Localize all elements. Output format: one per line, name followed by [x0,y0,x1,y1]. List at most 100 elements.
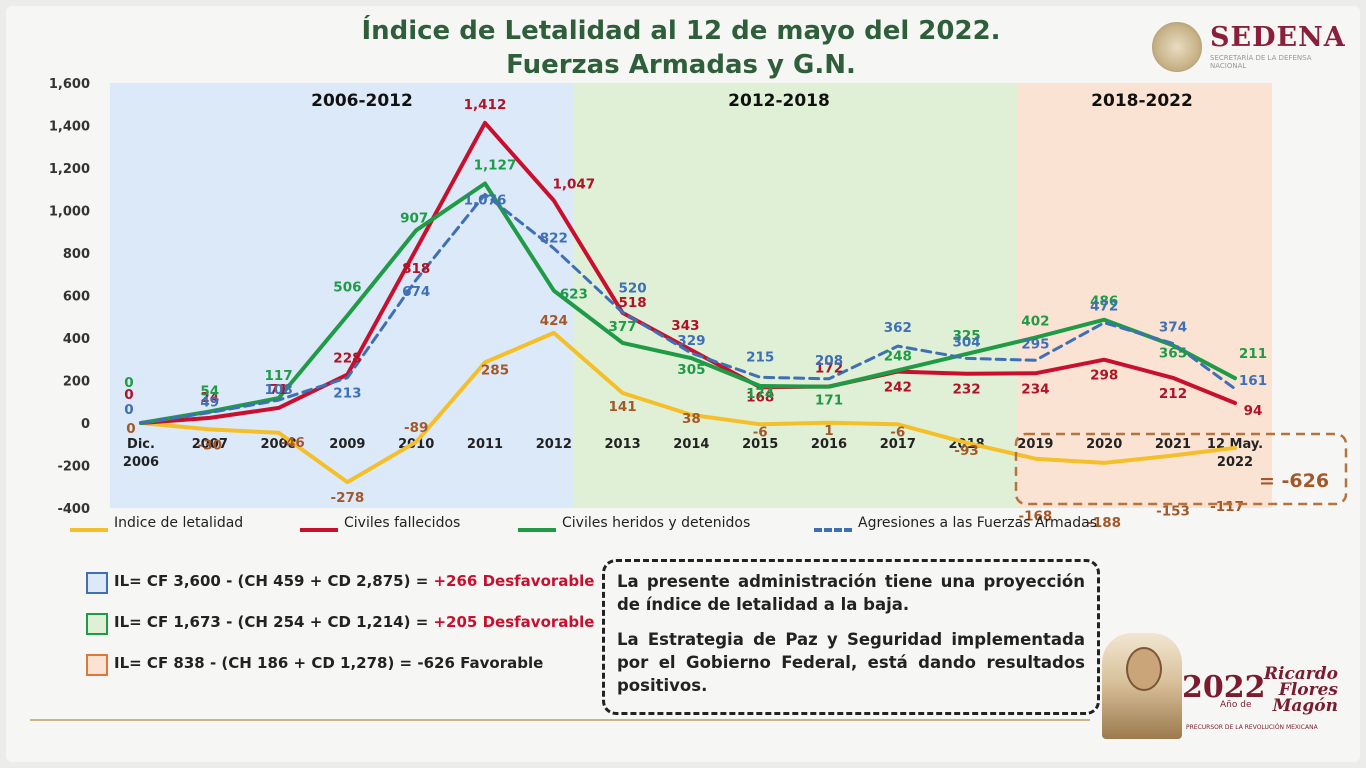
x-tick-label: Dic. [127,437,155,452]
data-label: 365 [1159,345,1187,361]
data-label: 506 [333,279,361,295]
title-line-2: Fuerzas Armadas y G.N. [506,50,856,80]
data-label: 211 [1239,346,1267,362]
emblem-year: 2022 [1182,670,1266,705]
data-label: 0 [124,402,133,418]
x-tick-label: 2012 [536,437,572,452]
data-label: 242 [884,380,912,396]
legend-label: Agresiones a las Fuerzas Armadas [858,515,1098,531]
period-band-0 [110,83,573,508]
sedena-wordmark: SEDENA [1210,22,1346,53]
data-label: 161 [1239,373,1267,389]
data-label: 117 [265,368,293,384]
emblem-anio-de: Año de [1220,700,1252,710]
x-tick-label: 2016 [811,437,847,452]
chart-title: Índice de Letalidad al 12 de mayo del 20… [0,14,1362,82]
data-label: 94 [1244,403,1263,419]
emblem-subtitle: PRECURSOR DE LA REVOLUCIÓN MEXICANA [1186,724,1318,731]
formula-color-box [86,613,108,635]
data-label: 674 [402,284,430,300]
data-label: 228 [333,351,361,367]
y-tick-label: 0 [81,417,90,432]
data-label: 108 [265,382,293,398]
data-label: 0 [124,375,133,391]
sedena-logo: SEDENA SECRETARÍA DE LA DEFENSA NACIONAL [1150,20,1350,72]
data-label: 1 [824,423,833,439]
formula-color-box [86,572,108,594]
x-tick-label: 2009 [329,437,365,452]
data-label: 232 [953,382,981,398]
y-tick-label: 1,600 [49,77,90,92]
legend-swatch [518,528,556,532]
y-tick-label: -200 [57,460,90,475]
data-label: 472 [1090,299,1118,315]
series-line-0 [139,330,1237,485]
total-label: = -626 [1259,470,1329,492]
portrait-illustration [1102,633,1182,739]
eagle-seal-icon [1152,22,1202,72]
x-tick-label: 2014 [673,437,709,452]
formula-result: -626 Favorable [417,654,544,672]
y-tick-label: 1,000 [49,205,90,220]
sedena-subtitle: SECRETARÍA DE LA DEFENSA NACIONAL [1210,54,1312,70]
legend-label: Civiles heridos y detenidos [562,515,751,531]
data-label: 168 [746,389,774,405]
data-label: -278 [331,490,365,506]
period-label-0: 2006-2012 [311,91,413,111]
data-label: 1,076 [464,192,507,208]
formula-result: +205 Desfavorable [433,613,595,631]
footer-divider [30,719,1090,721]
data-label: 215 [746,349,774,365]
data-label: 71 [269,382,288,398]
total-highlight-box [1014,432,1348,506]
data-label: 1,412 [464,97,507,113]
data-label: -89 [404,420,428,436]
x-tick-label: 2022 [1217,455,1253,470]
data-label: 298 [1090,368,1118,384]
note-paragraph-1: La presente administración tiene una pro… [617,572,1085,614]
note-paragraph-2: La Estrategia de Paz y Seguridad impleme… [617,630,1085,695]
data-label: -93 [954,443,978,459]
data-label: 402 [1021,314,1049,330]
legend-swatch [814,528,852,532]
data-label: -6 [753,424,768,440]
data-label: 377 [609,319,637,335]
period-label-2: 2018-2022 [1091,91,1193,111]
data-label: 54 [200,384,219,400]
formula-color-box [86,654,108,676]
y-tick-label: -400 [57,502,90,517]
y-tick-label: 200 [63,375,90,390]
conclusion-note: La presente administración tiene una pro… [602,559,1100,715]
period-band-2 [1018,83,1272,508]
data-label: 285 [481,362,509,378]
emblem-name: Ricardo Flores Magón [1263,664,1338,716]
legend-label: Indice de letalidad [114,515,244,531]
data-label: 141 [609,399,637,415]
data-label: -30 [198,437,222,453]
title-line-1: Índice de Letalidad al 12 de mayo del 20… [361,16,1001,46]
data-label: 424 [540,313,568,329]
legend-swatch [70,528,108,532]
y-tick-label: 1,400 [49,120,90,135]
data-label: -188 [1087,515,1121,531]
data-label: 374 [1159,320,1187,336]
data-label: -46 [280,435,304,451]
data-label: 822 [540,230,568,246]
x-tick-label: 2006 [123,455,159,470]
data-label: 325 [953,328,981,344]
data-label: 362 [884,320,912,336]
data-label: 1,047 [552,177,595,193]
x-tick-label: 2017 [880,437,916,452]
data-label: 174 [746,386,774,402]
y-tick-label: 600 [63,290,90,305]
x-tick-label: 2021 [1155,437,1191,452]
data-label: 518 [619,295,647,311]
x-tick-label: 2007 [192,437,228,452]
legend-swatch [300,528,338,532]
x-tick-label: 2015 [742,437,778,452]
data-label: 343 [671,318,699,334]
formula-text: IL= CF 3,600 - (CH 459 + CD 2,875) = +26… [114,572,595,590]
data-label: 234 [1021,381,1049,397]
data-label: 24 [200,390,219,406]
data-label: -153 [1156,504,1190,520]
